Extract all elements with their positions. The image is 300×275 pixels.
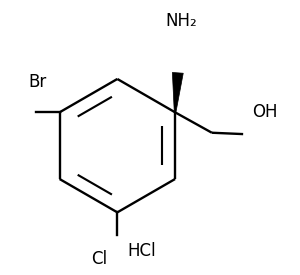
Text: HCl: HCl — [128, 242, 156, 260]
Text: Br: Br — [29, 73, 47, 91]
Text: Cl: Cl — [92, 251, 108, 268]
Text: OH: OH — [252, 103, 278, 121]
Text: NH₂: NH₂ — [165, 12, 197, 30]
Polygon shape — [172, 73, 183, 112]
